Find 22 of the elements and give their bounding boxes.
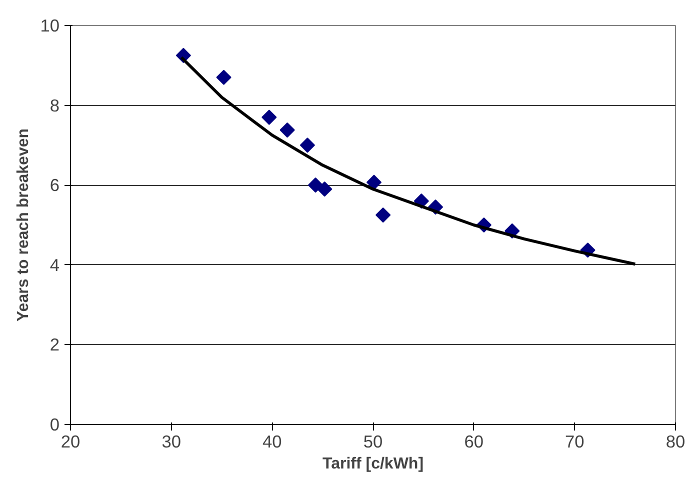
x-tick-label: 60: [464, 432, 484, 452]
y-tick-label: 10: [40, 16, 60, 36]
x-tick-label: 30: [162, 432, 181, 452]
x-axis-title: Tariff [c/kWh]: [322, 456, 424, 472]
x-tick-label: 80: [666, 432, 686, 452]
point: [216, 70, 232, 85]
y-tick-label: 4: [50, 254, 60, 275]
point: [317, 182, 332, 197]
x-tick-label: 40: [262, 432, 282, 452]
y-axis-title: Years to reach breakeven: [15, 128, 32, 322]
point: [366, 174, 382, 190]
x-tick-label: 50: [363, 432, 383, 452]
y-tick-label: 8: [50, 95, 60, 116]
point: [376, 207, 391, 223]
y-tick-label: 2: [50, 334, 60, 355]
x-tick-label: 70: [565, 432, 584, 452]
point: [280, 122, 295, 138]
y-tick-label: 0: [50, 414, 60, 434]
point: [262, 110, 277, 125]
x-tick-label: 20: [60, 432, 80, 452]
y-tick-label: 6: [50, 175, 60, 196]
point: [300, 138, 316, 153]
